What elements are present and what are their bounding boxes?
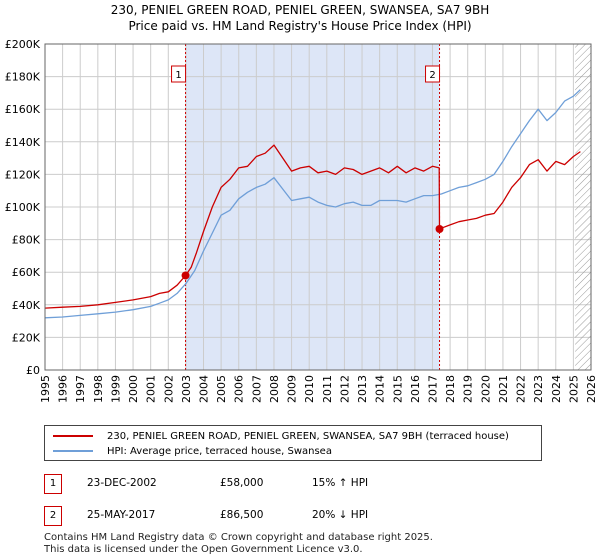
x-tick-label: 2003 bbox=[180, 375, 193, 403]
x-tick-label: 2000 bbox=[127, 375, 140, 403]
legend-item-price: 230, PENIEL GREEN ROAD, PENIEL GREEN, SW… bbox=[53, 429, 509, 443]
x-tick-label: 2008 bbox=[268, 375, 281, 403]
x-tick-label: 2010 bbox=[303, 375, 316, 403]
x-tick-label: 2022 bbox=[515, 375, 528, 403]
x-tick-label: 2020 bbox=[479, 375, 492, 403]
x-tick-label: 2009 bbox=[286, 375, 299, 403]
legend-label-price: 230, PENIEL GREEN ROAD, PENIEL GREEN, SW… bbox=[107, 430, 509, 442]
x-tick-label: 2012 bbox=[338, 375, 351, 403]
x-tick-label: 2023 bbox=[532, 375, 545, 403]
sale-point bbox=[181, 271, 190, 280]
price-paid-line bbox=[44, 144, 581, 309]
y-tick-label: £120K bbox=[5, 168, 41, 181]
price-chart: 1 2 £0 £20K £40K £60K £80K £100K £120K £140K £160… bbox=[5, 38, 598, 403]
x-tick-label: 2016 bbox=[409, 375, 422, 403]
legend: 230, PENIEL GREEN ROAD, PENIEL GREEN, SW… bbox=[44, 425, 542, 461]
transaction-hpi-diff: 20% ↓ HPI bbox=[312, 509, 369, 521]
transaction-number-badge: 2 bbox=[44, 506, 62, 526]
x-tick-label: 1998 bbox=[92, 375, 105, 403]
transaction-price: £86,500 bbox=[220, 509, 264, 521]
sale-marker-label: 2 bbox=[429, 70, 435, 81]
sale-marker-box bbox=[171, 65, 187, 83]
footer: Contains HM Land Registry data © Crown c… bbox=[44, 532, 433, 556]
x-tick-label: 2001 bbox=[145, 375, 158, 403]
chart-subtitle: Price paid vs. HM Land Registry's House … bbox=[128, 19, 472, 33]
x-tick-label: 2017 bbox=[426, 375, 439, 403]
chart-title: 230, PENIEL GREEN ROAD, PENIEL GREEN, SW… bbox=[110, 3, 490, 17]
x-tick-label: 2019 bbox=[462, 375, 475, 403]
y-tick-label: £0 bbox=[26, 364, 40, 377]
sale-point bbox=[435, 225, 444, 234]
x-tick-label: 2015 bbox=[391, 375, 404, 403]
y-tick-label: £140K bbox=[5, 136, 41, 149]
x-tick-label: 2005 bbox=[215, 375, 228, 403]
y-tick-label: £20K bbox=[12, 331, 41, 344]
x-tick-label: 1995 bbox=[39, 375, 52, 403]
x-tick-label: 2026 bbox=[585, 375, 598, 403]
transaction-date: 23-DEC-2002 bbox=[87, 477, 157, 489]
x-tick-label: 2024 bbox=[550, 375, 563, 403]
transaction-price: £58,000 bbox=[220, 477, 264, 489]
x-tick-label: 1999 bbox=[109, 375, 122, 403]
sale-marker-label: 1 bbox=[175, 70, 181, 81]
x-tick-label: 2011 bbox=[321, 375, 334, 403]
sale-marker-box bbox=[425, 65, 441, 83]
legend-swatch-hpi bbox=[53, 450, 93, 452]
hpi-line bbox=[44, 89, 581, 319]
x-tick-label: 2002 bbox=[162, 375, 175, 403]
y-tick-label: £80K bbox=[12, 234, 41, 247]
transaction-number-badge: 1 bbox=[44, 474, 62, 494]
x-tick-label: 2025 bbox=[567, 375, 580, 403]
y-tick-label: £100K bbox=[5, 201, 41, 214]
y-tick-label: £160K bbox=[5, 103, 41, 116]
x-tick-label: 2013 bbox=[356, 375, 369, 403]
x-tick-label: 1997 bbox=[74, 375, 87, 403]
x-tick-label: 2018 bbox=[444, 375, 457, 403]
footer-licence: This data is licensed under the Open Gov… bbox=[44, 544, 363, 555]
x-tick-label: 2006 bbox=[233, 375, 246, 403]
x-tick-label: 2021 bbox=[497, 375, 510, 403]
legend-swatch-price bbox=[53, 435, 93, 437]
x-tick-label: 2004 bbox=[198, 375, 211, 403]
y-tick-label: £200K bbox=[5, 38, 41, 51]
x-tick-label: 2014 bbox=[374, 375, 387, 403]
transaction-hpi-diff: 15% ↑ HPI bbox=[312, 477, 369, 489]
y-tick-label: £40K bbox=[12, 299, 41, 312]
hatched-forecast-region bbox=[575, 44, 591, 370]
x-tick-label: 2007 bbox=[250, 375, 263, 403]
legend-item-hpi: HPI: Average price, terraced house, Swan… bbox=[53, 444, 332, 458]
x-tick-label: 1996 bbox=[57, 375, 70, 403]
plot-frame bbox=[44, 43, 592, 371]
y-tick-label: £180K bbox=[5, 71, 41, 84]
footer-copyright: Contains HM Land Registry data © Crown c… bbox=[44, 532, 433, 543]
transaction-date: 25-MAY-2017 bbox=[87, 509, 156, 521]
y-tick-label: £60K bbox=[12, 266, 41, 279]
legend-label-hpi: HPI: Average price, terraced house, Swan… bbox=[107, 445, 332, 457]
